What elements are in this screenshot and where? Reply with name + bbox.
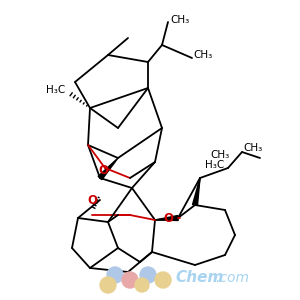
Circle shape <box>155 272 171 288</box>
Polygon shape <box>193 178 200 206</box>
Text: CH₃: CH₃ <box>243 143 262 153</box>
Text: CH₃: CH₃ <box>211 150 230 160</box>
Circle shape <box>135 278 149 292</box>
Circle shape <box>100 277 116 293</box>
Text: H₃C: H₃C <box>205 160 224 170</box>
Text: Chem: Chem <box>175 271 224 286</box>
Circle shape <box>107 267 123 283</box>
Text: CH₃: CH₃ <box>170 15 189 25</box>
Polygon shape <box>98 158 118 180</box>
Polygon shape <box>155 215 178 220</box>
Circle shape <box>122 272 138 288</box>
Text: O: O <box>163 212 173 224</box>
Circle shape <box>140 267 156 283</box>
Text: CH₃: CH₃ <box>193 50 212 60</box>
Text: H₃C: H₃C <box>46 85 65 95</box>
Text: O: O <box>98 164 108 176</box>
Text: .com: .com <box>215 271 249 285</box>
Text: O: O <box>87 194 97 206</box>
